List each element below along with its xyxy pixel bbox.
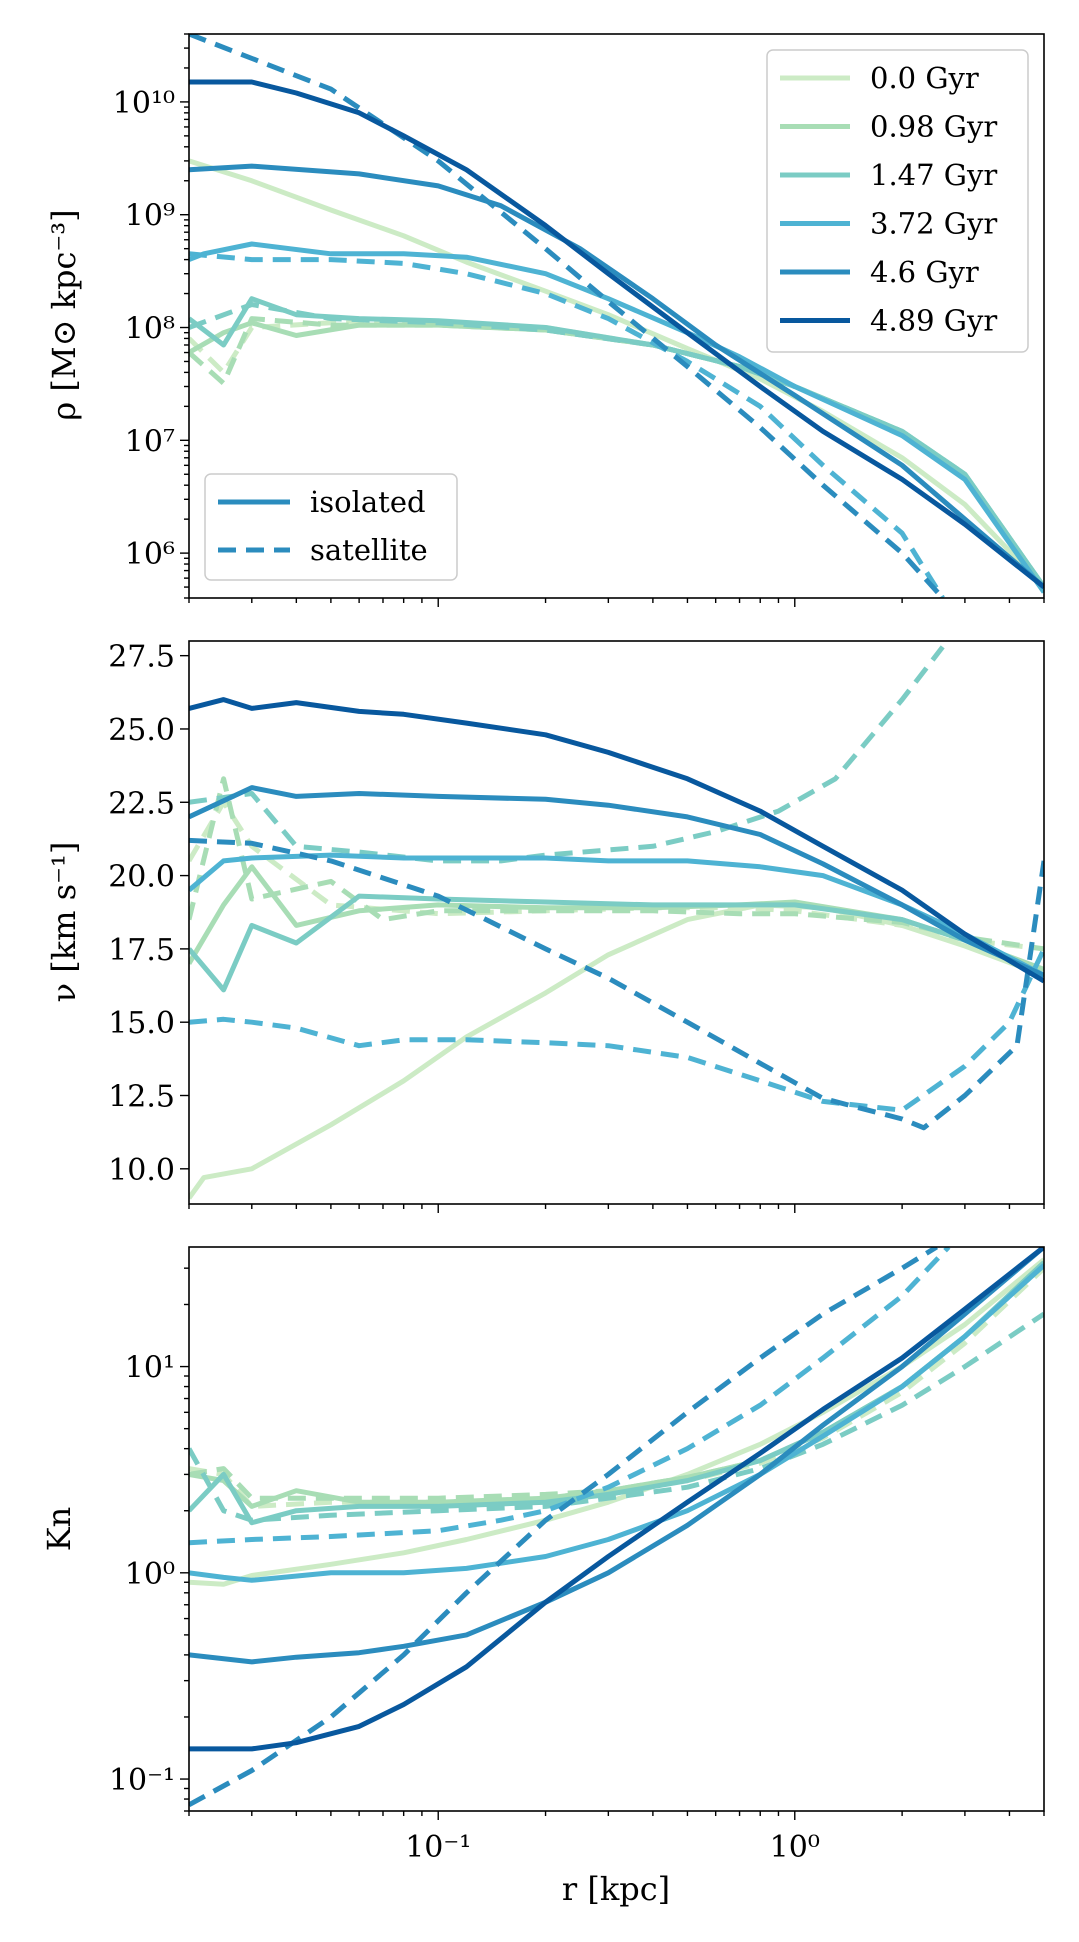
- y-tick-label: 10¹: [125, 1351, 175, 1386]
- knudsen-y-label: Kn: [40, 1507, 78, 1552]
- y-tick-label: 10⁸: [125, 312, 175, 347]
- series-line-4-89-gyr-isolated: [189, 79, 1044, 590]
- series-line-1-47-gyr-satellite: [189, 1311, 1044, 1523]
- series-line-3-72-gyr-isolated: [189, 1263, 1044, 1583]
- density-panel: 10⁶ 10⁷ 10⁸ 10⁹ 10¹⁰ ρ [M⊙ kpc⁻³] 0.0 Gyr 0.9…: [45, 33, 1045, 607]
- series-line-4-6-gyr-satellite: [189, 837, 1044, 1131]
- time-legend-label: 0.0 Gyr: [870, 61, 979, 95]
- y-tick-label: 10.0: [108, 1153, 175, 1188]
- time-legend-label: 0.98 Gyr: [870, 110, 997, 144]
- x-axis-label: r [kpc]: [562, 1870, 670, 1908]
- isolated-legend-label: isolated: [310, 485, 426, 519]
- velocity-plot-frame: [188, 640, 1045, 1205]
- series-line-1-47-gyr-isolated: [189, 893, 1044, 993]
- series-line-0-98-gyr-satellite: [189, 776, 1044, 952]
- series-line-4-6-gyr-satellite: [189, 1247, 939, 1807]
- density-y-label: ρ [M⊙ kpc⁻³]: [45, 209, 83, 420]
- series-line-3-72-gyr-satellite: [189, 1247, 951, 1546]
- series-line-0-98-gyr-satellite: [189, 1263, 1044, 1501]
- y-tick-label: 27.5: [108, 640, 175, 675]
- time-legend-label: 4.6 Gyr: [870, 255, 979, 289]
- series-line-4-6-gyr-isolated: [189, 163, 1044, 589]
- time-legend-label: 1.47 Gyr: [870, 158, 997, 192]
- y-tick-label: 10⁰: [125, 1557, 175, 1592]
- series-line-3-72-gyr-isolated: [189, 241, 1044, 594]
- x-tick-label: 10⁰: [770, 1830, 820, 1865]
- satellite-legend-label: satellite: [310, 533, 428, 567]
- time-legend-label: 4.89 Gyr: [870, 304, 997, 338]
- x-tick-label: 10⁻¹: [405, 1830, 471, 1865]
- y-tick-label: 25.0: [108, 713, 175, 748]
- y-tick-label: 10⁹: [125, 199, 175, 234]
- style-legend: isolated satellite: [204, 473, 458, 581]
- time-legend: 0.0 Gyr 0.98 Gyr 1.47 Gyr 3.72 Gyr 4.6 Gyr 4.…: [766, 49, 1029, 353]
- y-tick-label: 15.0: [108, 1006, 175, 1041]
- series-line-0-98-gyr-isolated: [189, 864, 1044, 972]
- series-line-4-89-gyr-isolated: [189, 1247, 1044, 1752]
- density-plot-frame: [188, 33, 1045, 599]
- series-line-1-47-gyr-satellite: [189, 645, 945, 864]
- y-tick-label: 10¹⁰: [113, 86, 175, 121]
- velocity-panel: 10.0 12.5 15.0 17.5 20.0 22.5 25.0 27.5 ν [km s…: [45, 640, 1045, 1213]
- series-line-3-72-gyr-satellite: [189, 251, 945, 598]
- y-tick-label: 10⁻¹: [109, 1763, 175, 1798]
- knudsen-plot-frame: [188, 1246, 1045, 1812]
- series-line-4-6-gyr-isolated: [189, 1247, 1044, 1665]
- series-line-0-0-gyr-isolated: [189, 902, 1044, 1200]
- y-tick-label: 10⁷: [125, 424, 175, 459]
- velocity-y-label: ν [km s⁻¹]: [45, 842, 83, 1003]
- series-line-0-0-gyr-isolated: [189, 158, 1044, 589]
- series-line-4-89-gyr-isolated: [189, 697, 1044, 984]
- y-tick-label: 22.5: [108, 786, 175, 821]
- knudsen-panel: 10⁻¹ 10⁰ 10⁻¹ 10⁰ 10¹ Kn r [kpc]: [40, 1246, 1045, 1908]
- time-legend-label: 3.72 Gyr: [870, 207, 997, 241]
- series-line-3-72-gyr-satellite: [189, 947, 1044, 1113]
- y-tick-label: 10⁶: [125, 537, 175, 572]
- y-tick-label: 20.0: [108, 860, 175, 895]
- y-tick-label: 12.5: [108, 1080, 175, 1115]
- y-tick-label: 17.5: [108, 933, 175, 968]
- series-line-1-47-gyr-satellite: [189, 302, 1044, 589]
- series-line-4-6-gyr-isolated: [189, 785, 1044, 978]
